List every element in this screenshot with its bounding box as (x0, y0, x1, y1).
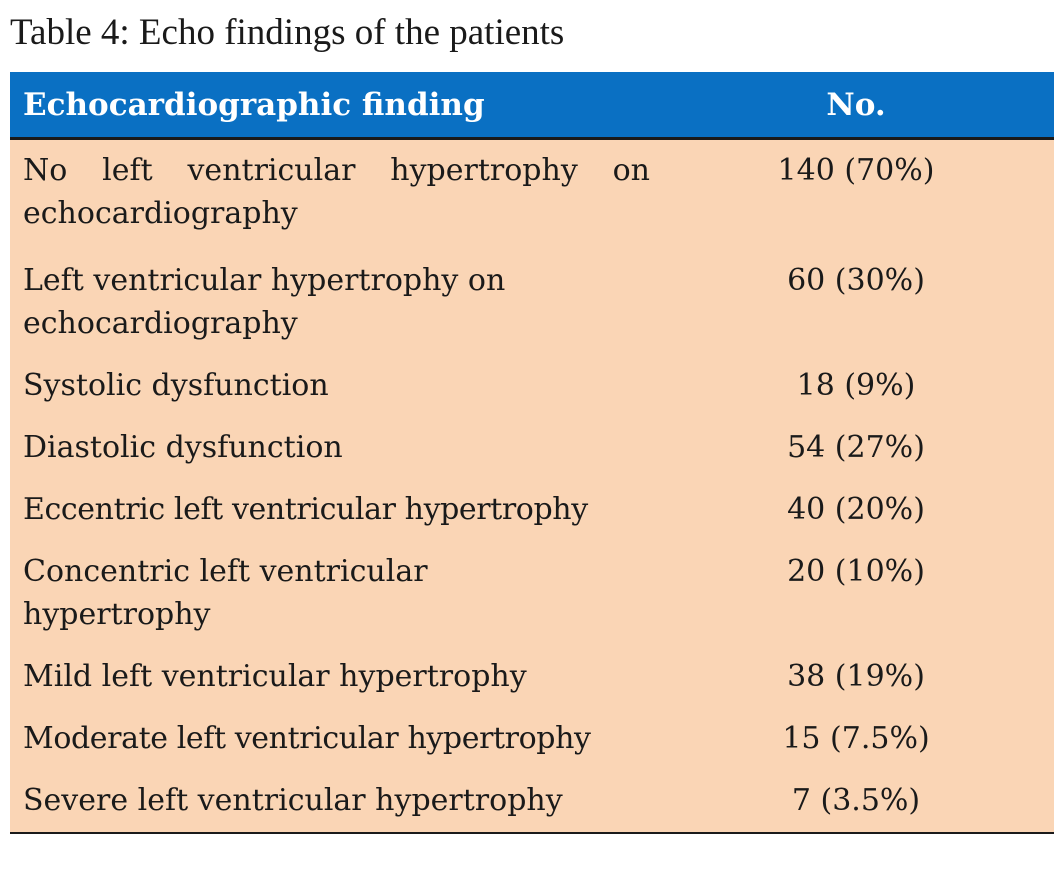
finding-cell: Systolic dysfunction (23, 368, 329, 403)
table-row: Diastolic dysfunction 54 (27%) (10, 417, 1054, 479)
finding-cell: Concentric left ventricular hypertrophy (23, 554, 428, 632)
table-row: Left ventricular hypertrophy on echocard… (10, 250, 1054, 355)
finding-cell: Mild left ventricular hypertrophy (23, 659, 527, 694)
table-row: Moderate left ventricular hypertrophy 15… (10, 708, 1054, 770)
table-row: Concentric left ventricular hypertrophy … (10, 541, 1054, 646)
table-row: Systolic dysfunction 18 (9%) (10, 355, 1054, 417)
echo-findings-table: Echocardiographic finding No. No left ve… (10, 72, 1054, 832)
count-cell: 60 (30%) (787, 263, 925, 298)
table-bottom-rule (10, 832, 1054, 834)
count-cell: 15 (7.5%) (782, 721, 930, 756)
finding-cell: Left ventricular hypertrophy on echocard… (23, 263, 506, 341)
table-header-row: Echocardiographic finding No. (10, 72, 1054, 140)
finding-cell: Diastolic dysfunction (23, 430, 343, 465)
finding-cell: Moderate left ventricular hypertrophy (23, 721, 591, 756)
count-cell: 54 (27%) (787, 430, 925, 465)
table-row: Eccentric left ventricular hypertrophy 4… (10, 479, 1054, 541)
count-cell: 7 (3.5%) (791, 783, 921, 818)
table-row: Severe left ventricular hypertrophy 7 (3… (10, 770, 1054, 832)
count-cell: 40 (20%) (787, 492, 925, 527)
count-cell: 38 (19%) (787, 659, 925, 694)
finding-cell: Eccentric left ventricular hypertrophy (23, 492, 588, 527)
table-row: Mild left ventricular hypertrophy 38 (19… (10, 646, 1054, 708)
count-cell: 20 (10%) (787, 554, 925, 589)
count-cell: 18 (9%) (796, 368, 916, 403)
column-header-finding: Echocardiographic finding (10, 72, 658, 140)
table-caption: Table 4: Echo findings of the patients (10, 12, 565, 53)
count-cell: 140 (70%) (777, 153, 935, 188)
table-row: No left ventricular hypertrophy on echoc… (10, 139, 1054, 251)
column-header-no: No. (658, 72, 1054, 140)
finding-cell: No left ventricular hypertrophy on echoc… (23, 153, 650, 231)
finding-cell: Severe left ventricular hypertrophy (23, 783, 563, 818)
